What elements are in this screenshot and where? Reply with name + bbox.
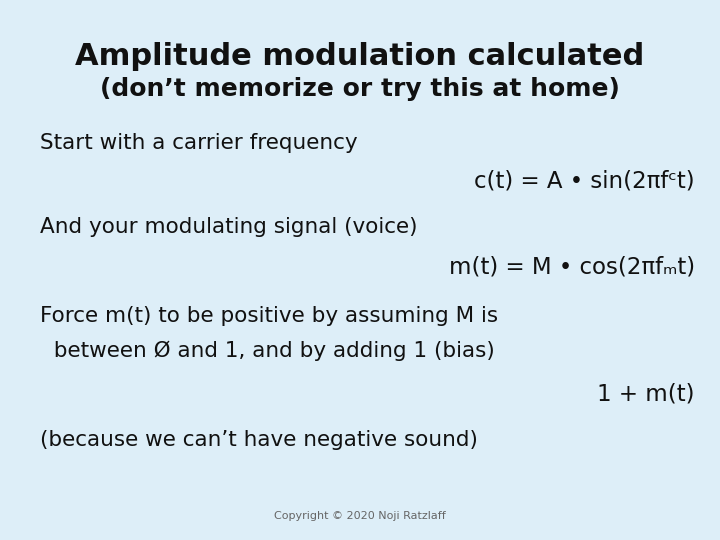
Text: Copyright © 2020 Noji Ratzlaff: Copyright © 2020 Noji Ratzlaff [274,511,446,521]
Text: Force m(t) to be positive by assuming M is: Force m(t) to be positive by assuming M … [40,306,498,326]
Text: 1 + m(t): 1 + m(t) [598,383,695,406]
Text: Start with a carrier frequency: Start with a carrier frequency [40,133,357,153]
Text: And your modulating signal (voice): And your modulating signal (voice) [40,217,417,237]
Text: between Ø and 1, and by adding 1 (bias): between Ø and 1, and by adding 1 (bias) [40,341,495,361]
Text: (don’t memorize or try this at home): (don’t memorize or try this at home) [100,77,620,101]
Text: Amplitude modulation calculated: Amplitude modulation calculated [76,42,644,71]
Text: c(t) = A • sin(2πfᶜt): c(t) = A • sin(2πfᶜt) [474,170,695,192]
Text: (because we can’t have negative sound): (because we can’t have negative sound) [40,430,477,450]
Text: m(t) = M • cos(2πfₘt): m(t) = M • cos(2πfₘt) [449,256,695,279]
